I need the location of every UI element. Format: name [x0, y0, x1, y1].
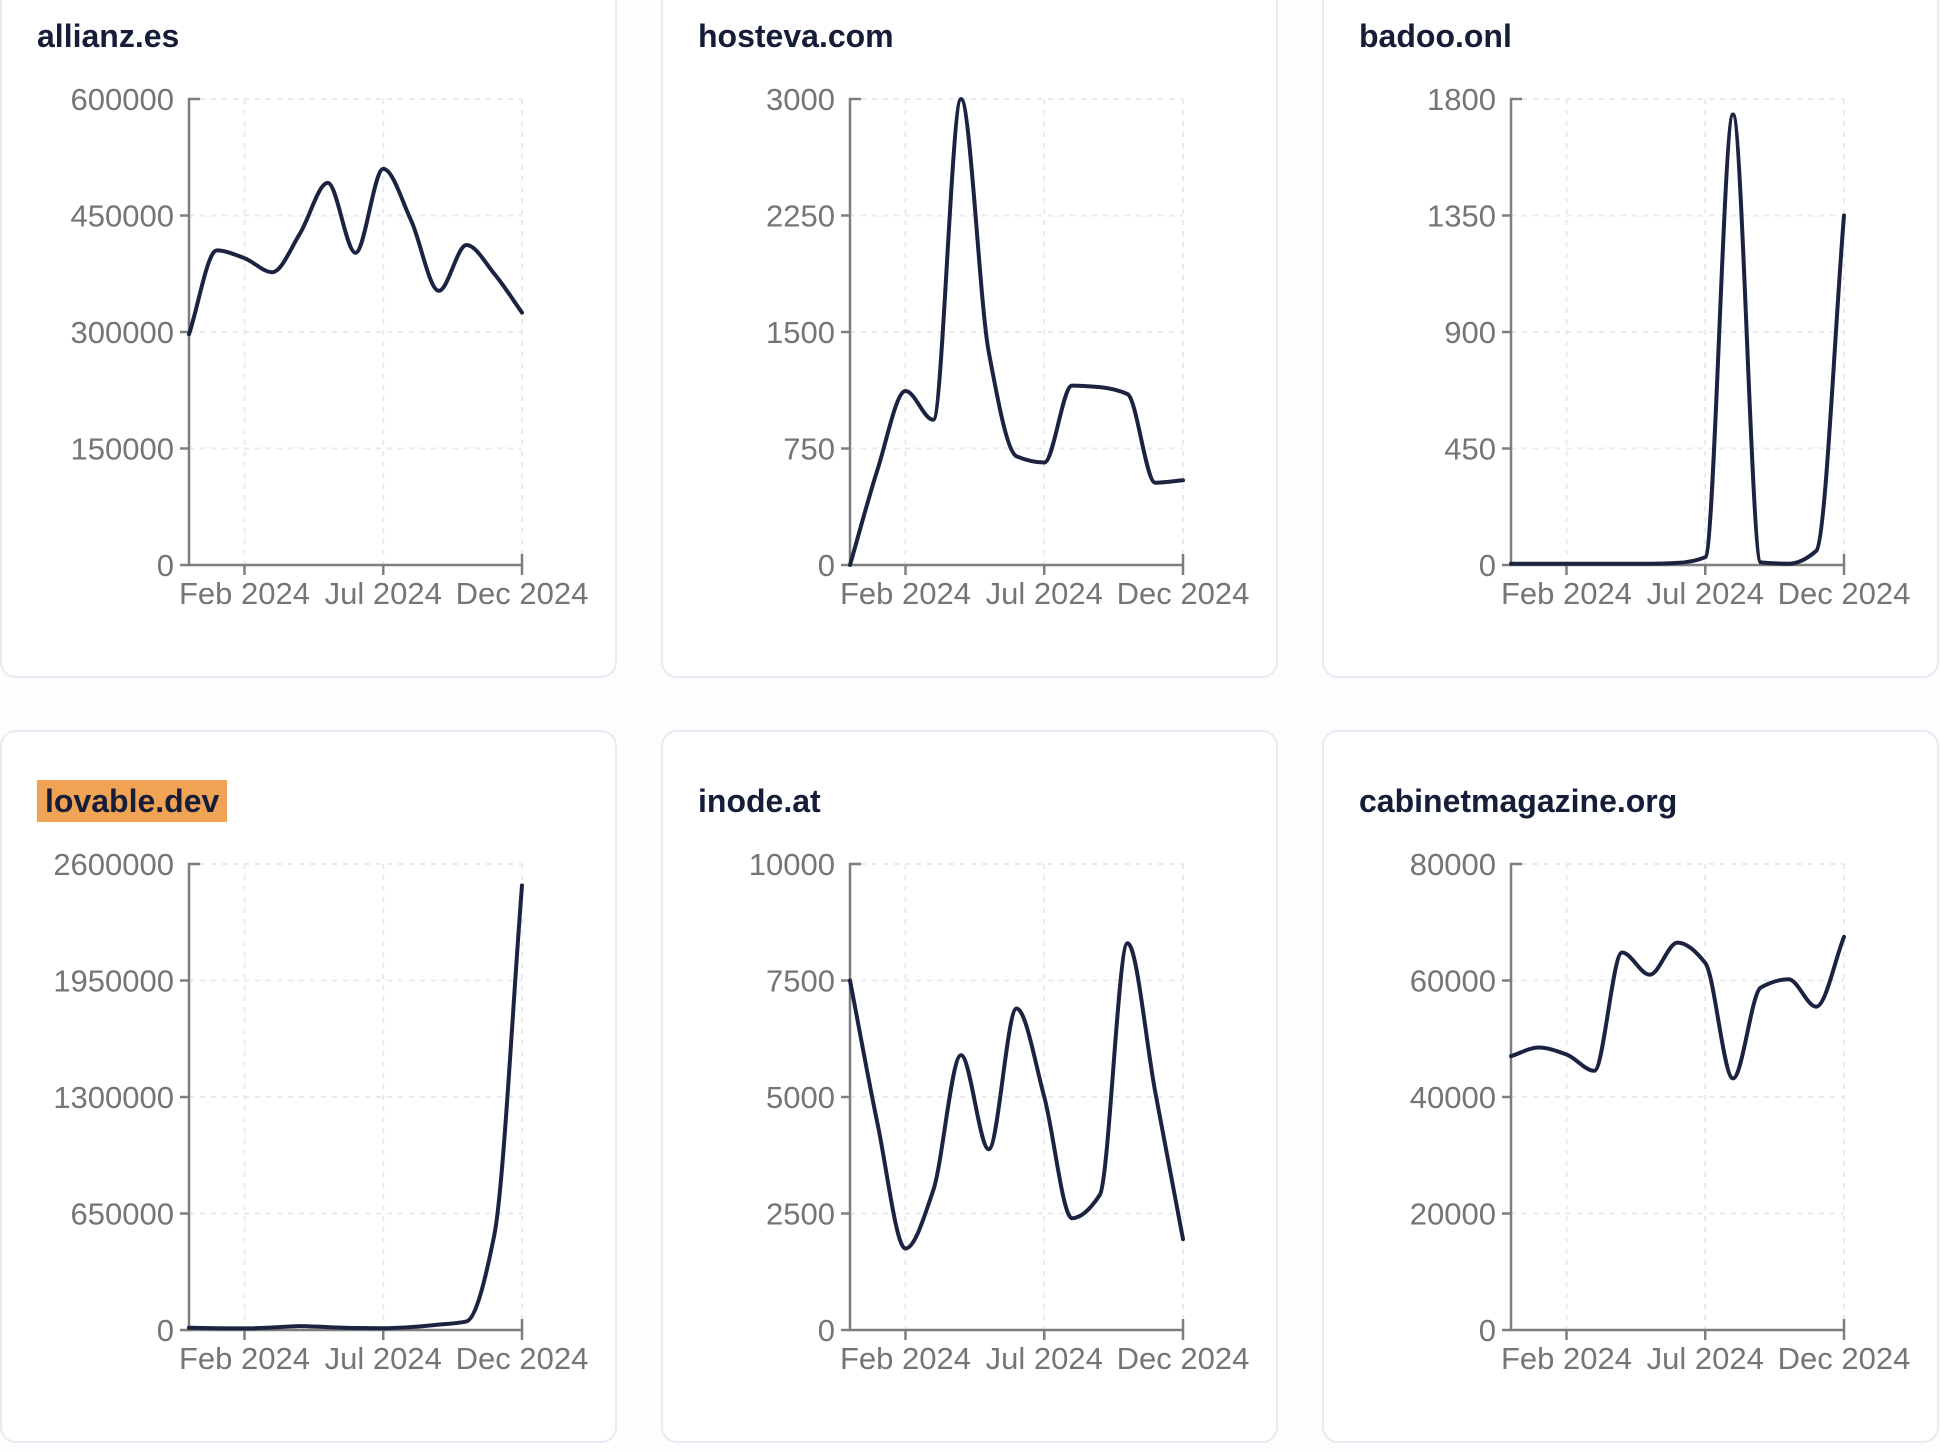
x-axis-tick-label: Dec 2024	[1117, 576, 1250, 611]
x-axis-tick-label: Dec 2024	[1778, 1341, 1911, 1376]
y-axis-tick-label: 0	[1479, 548, 1496, 583]
y-axis-tick-label: 7500	[766, 964, 835, 999]
x-axis-tick-label: Feb 2024	[1501, 1341, 1632, 1376]
y-axis-tick-label: 80000	[1410, 847, 1496, 882]
x-axis-tick-label: Dec 2024	[456, 576, 589, 611]
line-chart: 0 150000 300000 450000 600000 Feb 2024 Jul 202…	[71, 82, 589, 611]
domain-label: allianz.es	[37, 18, 180, 54]
y-axis-tick-label: 20000	[1410, 1197, 1496, 1232]
x-axis-tick-label: Jul 2024	[986, 1341, 1103, 1376]
y-axis-tick-label: 0	[818, 548, 835, 583]
x-axis-tick-label: Jul 2024	[325, 576, 442, 611]
x-axis-tick-label: Feb 2024	[840, 1341, 971, 1376]
y-axis-tick-label: 150000	[71, 432, 174, 467]
y-axis-tick-label: 0	[157, 548, 174, 583]
domain-label-highlighted: lovable.dev	[37, 780, 228, 822]
x-axis-tick-label: Feb 2024	[179, 576, 310, 611]
y-axis-tick-label: 1300000	[53, 1080, 174, 1115]
y-axis-tick-label: 1350	[1427, 199, 1496, 234]
x-axis-tick-label: Feb 2024	[179, 1341, 310, 1376]
x-axis-tick-label: Jul 2024	[325, 1341, 442, 1376]
x-axis-tick-label: Jul 2024	[986, 576, 1103, 611]
y-axis-tick-label: 600000	[71, 82, 174, 117]
y-axis-tick-label: 3000	[766, 82, 835, 117]
domain-label: inode.at	[698, 783, 821, 819]
chart-card-badoo: badoo.onl 0 450 900 1350 1800 Feb 2024 Jul 202…	[1322, 0, 1939, 678]
y-axis-tick-label: 1500	[766, 315, 835, 350]
chart-title: badoo.onl	[1359, 17, 1512, 55]
x-axis-tick-label: Jul 2024	[1647, 576, 1764, 611]
y-axis-tick-label: 450000	[71, 199, 174, 234]
x-axis-tick-label: Feb 2024	[1501, 576, 1632, 611]
trend-line	[187, 166, 524, 337]
line-chart: 0 20000 40000 60000 80000 Feb 2024 Jul 2024 Dec…	[1410, 847, 1911, 1376]
trend-line	[848, 97, 1185, 567]
chart-title: lovable.dev	[37, 780, 228, 822]
x-axis-tick-label: Dec 2024	[1117, 1341, 1250, 1376]
y-axis-tick-label: 2500	[766, 1197, 835, 1232]
chart-card-inode: inode.at 0 2500 5000 7500 10000 Feb 2024 Jul 2…	[661, 730, 1278, 1443]
trend-line	[187, 883, 524, 1331]
y-axis-tick-label: 650000	[71, 1197, 174, 1232]
line-chart: 0 2500 5000 7500 10000 Feb 2024 Jul 2024 Dec 20…	[749, 847, 1250, 1376]
chart-card-allianz: allianz.es 0 150000 300000 450000 600000 Feb …	[0, 0, 617, 678]
x-axis-tick-label: Dec 2024	[1778, 576, 1911, 611]
y-axis-tick-label: 5000	[766, 1080, 835, 1115]
y-axis-tick-label: 0	[818, 1313, 835, 1348]
chart-title: allianz.es	[37, 17, 179, 55]
y-axis-tick-label: 60000	[1410, 964, 1496, 999]
y-axis-tick-label: 0	[1479, 1313, 1496, 1348]
y-axis-tick-label: 10000	[749, 847, 835, 882]
y-axis-tick-label: 450	[1444, 432, 1496, 467]
y-axis-tick-label: 1950000	[53, 964, 174, 999]
chart-title: inode.at	[698, 782, 821, 820]
line-chart: 0 750 1500 2250 3000 Feb 2024 Jul 2024 Dec 2024	[766, 82, 1250, 611]
y-axis-tick-label: 0	[157, 1313, 174, 1348]
x-axis-tick-label: Jul 2024	[1647, 1341, 1764, 1376]
chart-card-lovable: lovable.dev 0 650000 1300000 1950000 2600000…	[0, 730, 617, 1443]
domain-label: cabinetmagazine.org	[1359, 783, 1678, 819]
y-axis-tick-label: 2600000	[53, 847, 174, 882]
y-axis-tick-label: 1800	[1427, 82, 1496, 117]
y-axis-tick-label: 900	[1444, 315, 1496, 350]
chart-card-cabinetmagazine: cabinetmagazine.org 0 20000 40000 60000 8000…	[1322, 730, 1939, 1443]
y-axis-tick-label: 300000	[71, 315, 174, 350]
line-chart: 0 650000 1300000 1950000 2600000 Feb 2024 Jul …	[53, 847, 589, 1376]
y-axis-tick-label: 2250	[766, 199, 835, 234]
line-chart: 0 450 900 1350 1800 Feb 2024 Jul 2024 Dec 2024	[1427, 82, 1911, 611]
domain-label: badoo.onl	[1359, 18, 1512, 54]
x-axis-tick-label: Dec 2024	[456, 1341, 589, 1376]
chart-title: cabinetmagazine.org	[1359, 782, 1677, 820]
trend-line	[1509, 934, 1846, 1081]
chart-title: hosteva.com	[698, 17, 894, 55]
x-axis-tick-label: Feb 2024	[840, 576, 971, 611]
y-axis-tick-label: 750	[783, 432, 835, 467]
trend-line	[848, 941, 1185, 1251]
y-axis-tick-label: 40000	[1410, 1080, 1496, 1115]
domain-label: hosteva.com	[698, 18, 894, 54]
chart-card-hosteva: hosteva.com 0 750 1500 2250 3000 Feb 2024 Jul …	[661, 0, 1278, 678]
trend-line	[1509, 112, 1846, 566]
